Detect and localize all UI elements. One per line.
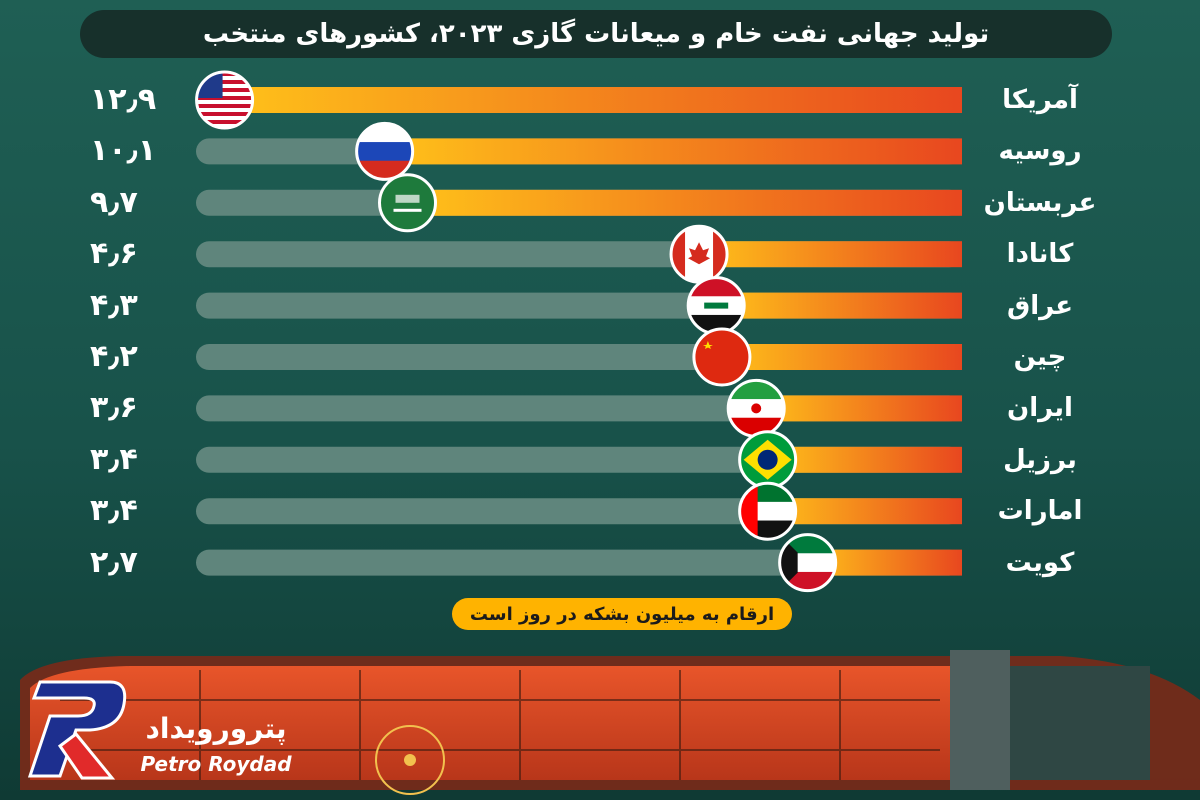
uae-flag <box>738 481 798 541</box>
value-label: ۲٫۷ <box>90 544 138 580</box>
category-label: کانادا <box>1006 239 1074 270</box>
value-label: ۴٫۳ <box>90 287 138 323</box>
unit-note: ارقام به میلیون بشکه در روز است <box>452 598 792 630</box>
bar-chart <box>195 70 963 593</box>
category-label: کویت <box>1005 547 1075 578</box>
kuwait-flag <box>778 533 838 593</box>
brazil-flag <box>738 430 798 490</box>
category-label: آمریکا <box>1002 85 1078 115</box>
bar-1 <box>224 87 962 113</box>
china-flag <box>692 327 752 387</box>
category-label: امارات <box>997 496 1083 527</box>
value-label: ۱۰٫۱ <box>90 133 157 169</box>
canada-flag <box>669 224 729 284</box>
category-label: چین <box>1013 342 1067 372</box>
brand-name-fa: پترورویداد <box>145 712 287 745</box>
bar-track <box>196 549 962 576</box>
iran-flag <box>726 378 786 438</box>
brand-name-en: Petro Roydad <box>140 752 292 776</box>
value-label: ۳٫۴ <box>90 441 138 477</box>
value-label: ۳٫۶ <box>90 390 138 426</box>
saudi-flag <box>378 173 438 233</box>
value-label: ۳٫۴ <box>90 493 138 529</box>
value-label: ۴٫۶ <box>90 236 138 272</box>
category-label: برزیل <box>1003 444 1077 475</box>
value-label: ۱۲٫۹ <box>90 82 157 117</box>
bar-8 <box>767 446 962 473</box>
value-label: ۴٫۲ <box>90 339 138 374</box>
bar-2 <box>384 138 962 165</box>
bar-9 <box>767 498 962 525</box>
category-label: عربستان <box>983 187 1097 218</box>
iraq-flag <box>686 276 746 336</box>
bar-4 <box>699 241 962 268</box>
value-label: ۹٫۷ <box>90 184 138 220</box>
category-label: ایران <box>1007 393 1073 424</box>
oil-tanker-illustration <box>20 650 1200 795</box>
bar-5 <box>716 292 962 319</box>
category-label: عراق <box>1006 290 1074 321</box>
bar-6 <box>721 344 962 370</box>
bar-3 <box>407 189 963 216</box>
russia-flag <box>355 121 415 181</box>
category-label: روسیه <box>998 136 1082 167</box>
bar-7 <box>756 395 962 422</box>
usa-flag <box>195 70 255 130</box>
chart-title: تولید جهانی نفت خام و میعانات گازی ۲۰۲۳،… <box>80 10 1112 58</box>
company-logo <box>27 680 127 780</box>
